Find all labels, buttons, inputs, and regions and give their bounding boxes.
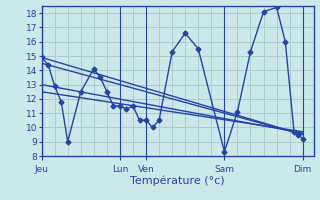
X-axis label: Température (°c): Température (°c) (130, 175, 225, 186)
